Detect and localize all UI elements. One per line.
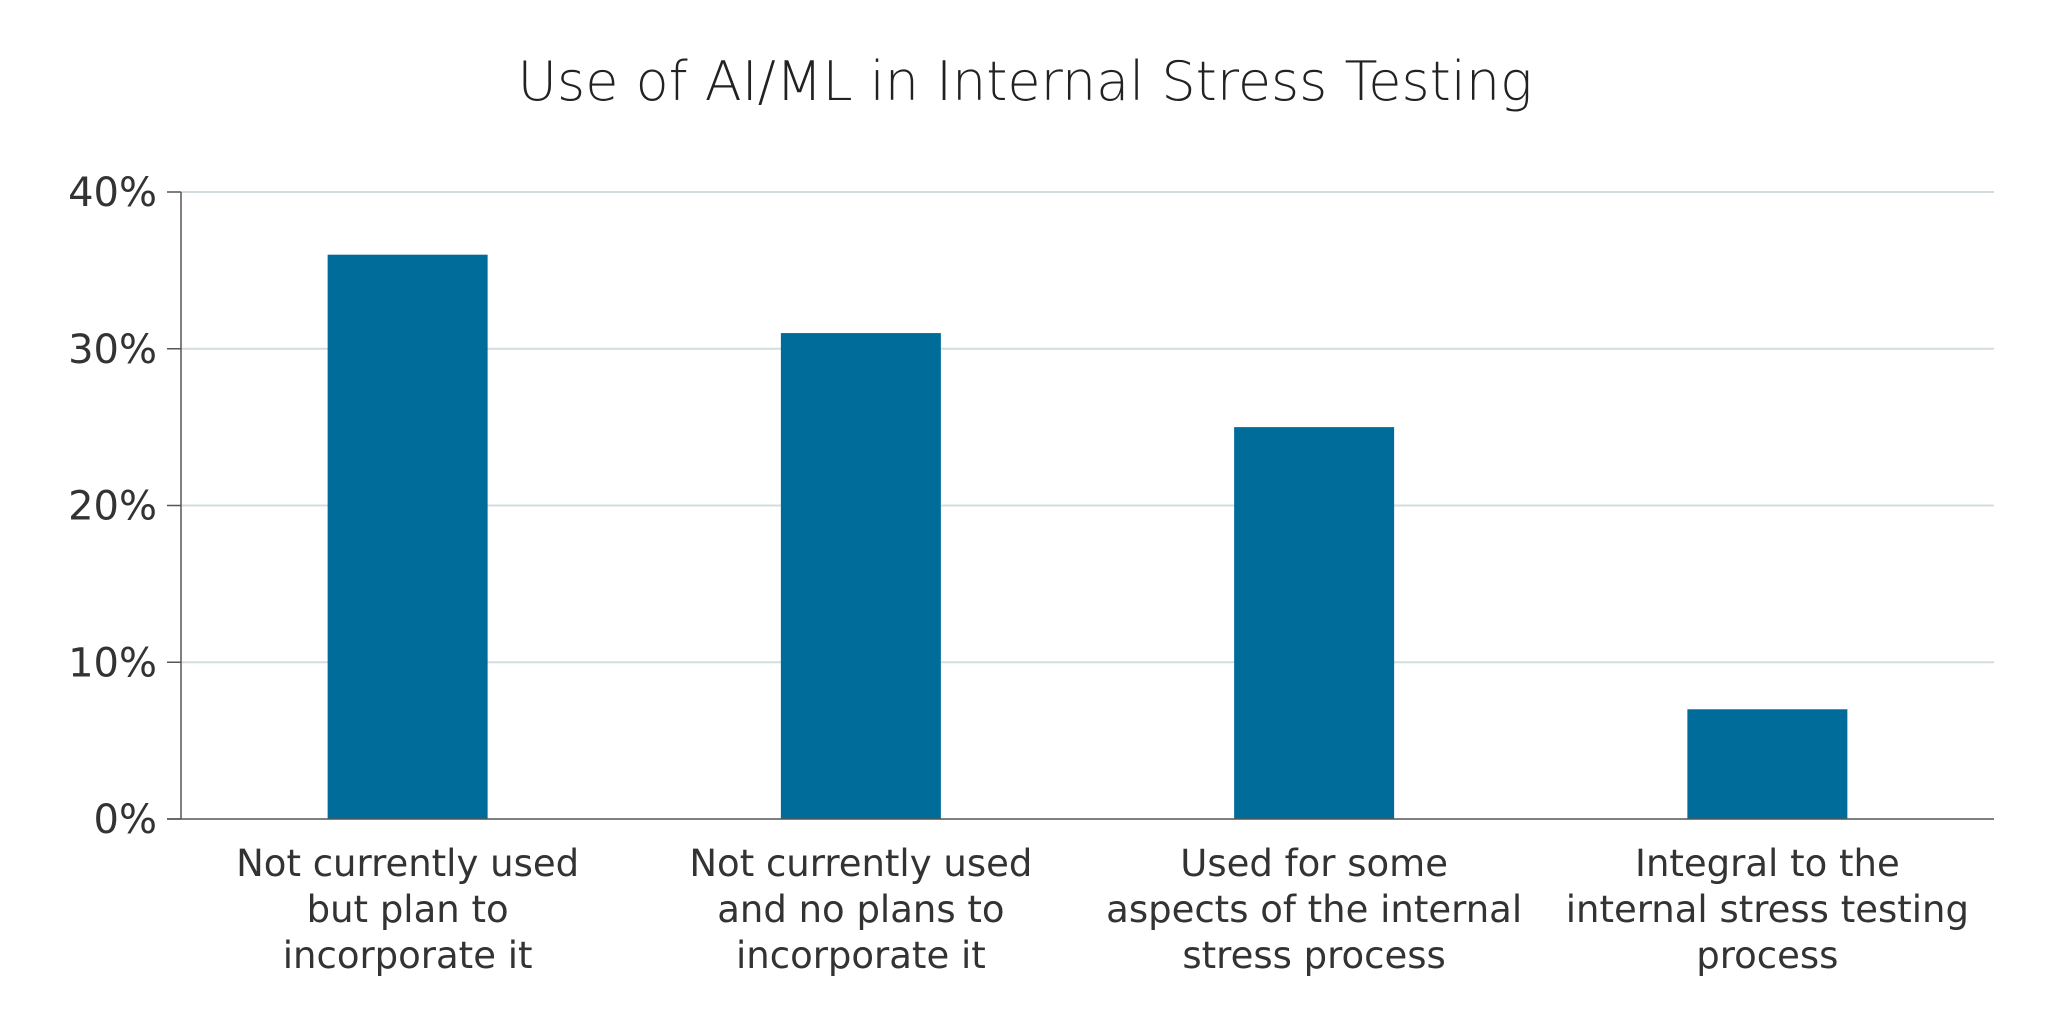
bar [327, 254, 488, 819]
y-tick-label: 20% [68, 484, 157, 530]
y-tick-label: 30% [68, 327, 157, 373]
bar [1687, 709, 1848, 819]
x-category-label: Integral to the [1635, 842, 1900, 885]
chart-title: Use of AI/ML in Internal Stress Testing [517, 50, 1533, 113]
x-category-label: and no plans to [717, 888, 1004, 931]
bar [780, 333, 941, 819]
x-category-label: Not currently used [689, 842, 1032, 885]
x-category-label: process [1696, 934, 1838, 977]
x-category-label: Not currently used [236, 842, 579, 885]
x-category-label: incorporate it [736, 934, 986, 977]
y-tick-label: 0% [94, 797, 157, 843]
x-category-label: stress process [1182, 934, 1445, 977]
x-category-label: Used for some [1180, 842, 1448, 885]
x-category-label: but plan to [307, 888, 509, 931]
y-tick-label: 40% [68, 170, 157, 216]
x-category-label: incorporate it [283, 934, 533, 977]
bar [1234, 427, 1395, 819]
x-category-label: internal stress testing [1566, 888, 1969, 931]
x-category-label: aspects of the internal [1106, 888, 1522, 931]
y-tick-label: 10% [68, 640, 157, 686]
